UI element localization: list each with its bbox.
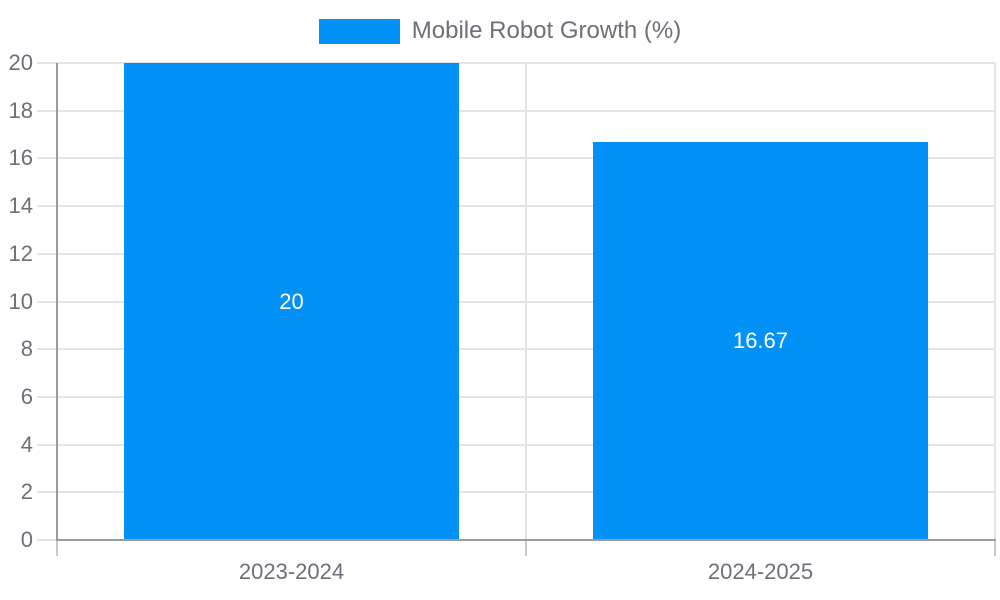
- x-axis-tick: [994, 541, 996, 556]
- gridline: [37, 491, 995, 494]
- x-axis-label: 2023-2024: [238, 559, 345, 584]
- y-axis-label: 6: [20, 383, 33, 409]
- bar-2024-2025: 16.67: [592, 142, 929, 540]
- gridline: [37, 205, 995, 208]
- x-axis-tick: [56, 541, 58, 556]
- bar-value-label: 20: [279, 288, 304, 314]
- y-axis-label: 8: [20, 336, 33, 362]
- bar-2023-2024: 20: [123, 63, 460, 540]
- gridline: [37, 443, 995, 446]
- y-axis-label: 14: [8, 193, 33, 219]
- legend-label: Mobile Robot Growth (%): [411, 17, 682, 44]
- category-separator: [525, 63, 527, 540]
- y-axis-label: 16: [8, 145, 33, 171]
- gridline: [37, 348, 995, 351]
- legend-swatch: [318, 18, 400, 44]
- y-axis-label: 20: [8, 50, 33, 75]
- x-axis-line: [56, 539, 996, 541]
- gridline: [37, 300, 995, 303]
- gridline: [37, 109, 995, 112]
- gridline: [37, 62, 995, 64]
- bar-value-label: 16.67: [732, 328, 789, 354]
- gridline: [37, 157, 995, 160]
- y-axis-label: 10: [8, 288, 33, 314]
- legend[interactable]: Mobile Robot Growth (%): [0, 17, 1000, 45]
- y-axis-line: [56, 63, 58, 556]
- x-axis-label: 2024-2025: [707, 559, 814, 584]
- y-axis-label: 18: [8, 97, 33, 123]
- category-separator: [994, 63, 996, 540]
- y-axis-label: 0: [20, 527, 33, 552]
- gridline: [37, 395, 995, 398]
- y-axis-label: 2: [20, 479, 33, 505]
- gridline: [37, 252, 995, 255]
- y-axis-label: 12: [8, 240, 33, 266]
- y-axis-label: 4: [20, 431, 33, 457]
- x-axis-tick: [525, 541, 527, 556]
